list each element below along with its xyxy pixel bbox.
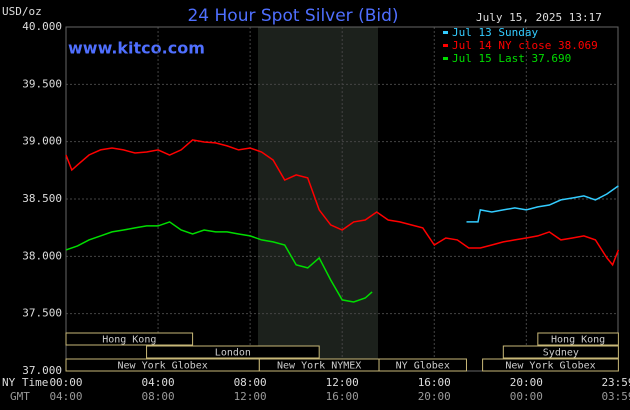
gmt-tick-label: 03:59	[601, 390, 630, 403]
legend-label: Jul 14 NY close 38.069	[452, 39, 598, 52]
session-bar	[537, 332, 619, 346]
series-line	[65, 139, 620, 267]
legend-swatch	[443, 31, 448, 34]
website: www.kitco.com	[68, 39, 205, 58]
x-row-label: NY Time	[2, 376, 48, 389]
chart-title: 24 Hour Spot Silver (Bid)	[187, 6, 398, 26]
session-label: New York NYMEX	[277, 361, 361, 372]
series-line	[466, 185, 619, 223]
session-label: London	[215, 348, 251, 359]
legend-label: Jul 15 Last 37.690	[452, 52, 571, 65]
gmt-tick-label: 16:00	[326, 390, 359, 403]
session-bar	[378, 358, 467, 372]
session-label: New York Globex	[118, 361, 208, 372]
x-tick-label: 16:00	[418, 376, 451, 389]
x-tick-label: 20:00	[510, 376, 543, 389]
legend-label: Jul 13 Sunday	[452, 26, 538, 39]
gmt-tick-label: 12:00	[234, 390, 267, 403]
x-tick-label: 00:00	[49, 376, 82, 389]
gmt-row-label: GMT	[10, 390, 30, 403]
legend-swatch	[443, 57, 448, 60]
y-tick-label: 37.500	[22, 307, 62, 320]
gmt-tick-label: 20:00	[418, 390, 451, 403]
y-unit: USD/oz	[2, 5, 42, 18]
series-line	[65, 221, 373, 303]
session-label: NY Globex	[396, 361, 450, 372]
gmt-tick-label: 04:00	[49, 390, 82, 403]
gmt-tick-label: 08:00	[142, 390, 175, 403]
y-tick-label: 39.500	[22, 77, 62, 90]
session-label: Hong Kong	[551, 335, 605, 346]
y-tick-label: 40.000	[22, 20, 62, 33]
x-tick-label: 04:00	[142, 376, 175, 389]
session-bar	[146, 345, 320, 359]
y-tick-label: 38.500	[22, 192, 62, 205]
session-label: Sydney	[543, 348, 579, 359]
x-tick-label: 12:00	[326, 376, 359, 389]
gmt-tick-label: 00:00	[510, 390, 543, 403]
session-label: Hong Kong	[102, 335, 156, 346]
session-bar	[482, 358, 619, 372]
legend-swatch	[443, 44, 448, 47]
x-tick-label: 08:00	[234, 376, 267, 389]
timestamp: July 15, 2025 13:17	[476, 11, 602, 24]
x-tick-label: 23:59	[601, 376, 630, 389]
session-bar	[502, 345, 619, 359]
y-tick-label: 39.000	[22, 135, 62, 148]
y-tick-label: 38.000	[22, 249, 62, 262]
session-bar	[65, 332, 194, 346]
session-label: New York Globex	[505, 361, 595, 372]
y-tick-label: 37.000	[22, 364, 62, 377]
